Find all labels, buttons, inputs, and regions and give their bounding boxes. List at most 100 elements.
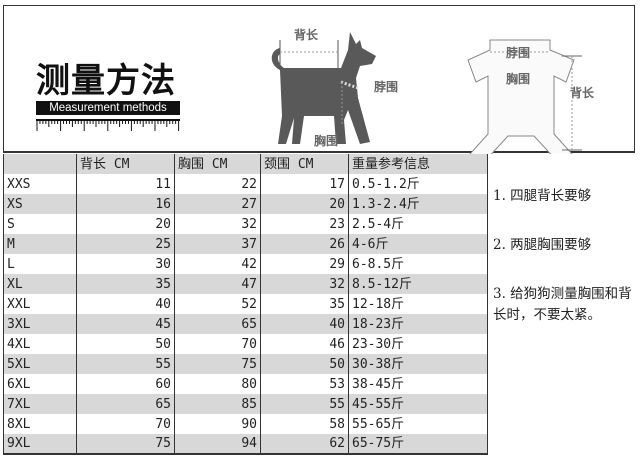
table-cell: 80 — [174, 374, 261, 394]
table-cell: 30-38斤 — [348, 354, 488, 374]
table-row: 9XL 75 94 62 65-75斤 — [3, 434, 488, 455]
table-cell: 45 — [76, 314, 175, 334]
table-cell: 55-65斤 — [348, 414, 488, 434]
column-header: 重量参考信息 — [348, 154, 488, 174]
table-cell: 4-6斤 — [348, 234, 488, 254]
table-cell: 65-75斤 — [348, 434, 488, 455]
table-cell: 45-55斤 — [348, 394, 488, 414]
size-cell: M — [3, 234, 77, 254]
table-cell: 47 — [174, 274, 261, 294]
size-cell: 5XL — [3, 354, 77, 374]
size-cell: 3XL — [3, 314, 77, 334]
dog-label-back: 背长 — [294, 28, 319, 42]
table-row: 4XL 50 70 46 23-30斤 — [3, 334, 488, 354]
table-cell: 25 — [76, 234, 175, 254]
table-cell: 16 — [76, 194, 175, 214]
table-cell: 23 — [260, 214, 349, 234]
table-cell: 20 — [76, 214, 175, 234]
table-row: L 30 42 29 6-8.5斤 — [3, 254, 488, 274]
table-row: 7XL 65 85 55 45-55斤 — [3, 394, 488, 414]
notes: 1. 四腿背长要够 2. 两腿胸围要够 3. 给狗狗测量胸围和背长时，不要太紧。 — [493, 186, 633, 354]
table-cell: 23-30斤 — [348, 334, 488, 354]
table-cell: 65 — [174, 314, 261, 334]
table-row: S 20 32 23 2.5-4斤 — [3, 214, 488, 234]
table-cell: 42 — [174, 254, 261, 274]
column-header — [3, 154, 77, 174]
table-row: 8XL 70 90 58 55-65斤 — [3, 414, 488, 434]
table-cell: 65 — [76, 394, 175, 414]
table-cell: 8.5-12斤 — [348, 274, 488, 294]
table-cell: 35 — [76, 274, 175, 294]
table-row: XL 35 47 32 8.5-12斤 — [3, 274, 488, 294]
table-cell: 26 — [260, 234, 349, 254]
logo: 测量方法 Measurement methods — [36, 61, 184, 136]
table-cell: 38-45斤 — [348, 374, 488, 394]
size-cell: 8XL — [3, 414, 77, 434]
table-cell: 37 — [174, 234, 261, 254]
size-cell: L — [3, 254, 77, 274]
table-cell: 60 — [76, 374, 175, 394]
logo-subtitle: Measurement methods — [36, 101, 180, 115]
table-row: XXL 40 52 35 12-18斤 — [3, 294, 488, 314]
table-header-row: 背长 CM 胸围 CM 颈围 CM 重量参考信息 — [3, 154, 488, 174]
size-cell: 6XL — [3, 374, 77, 394]
table-cell: 75 — [174, 354, 261, 374]
clothes-label-chest: 胸围 — [506, 72, 531, 86]
table-cell: 52 — [174, 294, 261, 314]
table-row: 3XL 45 65 40 18-23斤 — [3, 314, 488, 334]
table-cell: 85 — [174, 394, 261, 414]
table-cell: 6-8.5斤 — [348, 254, 488, 274]
table-cell: 17 — [260, 174, 349, 194]
table-cell: 0.5-1.2斤 — [348, 174, 488, 194]
size-cell: XXL — [3, 294, 77, 314]
column-header: 背长 CM — [76, 154, 175, 174]
table-row: 6XL 60 80 53 38-45斤 — [3, 374, 488, 394]
table-cell: 11 — [76, 174, 175, 194]
size-cell: XXS — [3, 174, 77, 194]
table-cell: 55 — [76, 354, 175, 374]
table-cell: 70 — [174, 334, 261, 354]
dog-diagram: 背长 脖围 胸围 — [266, 20, 416, 150]
clothes-label-neck: 脖围 — [506, 46, 531, 60]
measurement-banner: 测量方法 Measurement methods 背长 脖围 胸围 脖围 胸围 … — [3, 5, 635, 163]
size-cell: XS — [3, 194, 77, 214]
table-cell: 32 — [260, 274, 349, 294]
table-cell: 29 — [260, 254, 349, 274]
table-cell: 22 — [174, 174, 261, 194]
table-cell: 12-18斤 — [348, 294, 488, 314]
table-cell: 46 — [260, 334, 349, 354]
table-row: XS 16 27 20 1.3-2.4斤 — [3, 194, 488, 214]
table-row: 5XL 55 75 50 30-38斤 — [3, 354, 488, 374]
ruler-icon — [36, 119, 180, 131]
table-cell: 70 — [76, 414, 175, 434]
note-1: 1. 四腿背长要够 — [493, 188, 592, 204]
table-cell: 20 — [260, 194, 349, 214]
size-cell: S — [3, 214, 77, 234]
table-cell: 75 — [76, 434, 175, 455]
size-cell: 4XL — [3, 334, 77, 354]
table-row: M 25 37 26 4-6斤 — [3, 234, 488, 254]
note-3: 3. 给狗狗测量胸围和背长时，不要太紧。 — [493, 286, 632, 323]
size-cell: 9XL — [3, 434, 77, 455]
clothes-label-back: 背长 — [570, 86, 595, 100]
table-cell: 1.3-2.4斤 — [348, 194, 488, 214]
table-cell: 35 — [260, 294, 349, 314]
table-cell: 2.5-4斤 — [348, 214, 488, 234]
dog-icon — [271, 32, 376, 144]
table-cell: 50 — [76, 334, 175, 354]
table-cell: 40 — [260, 314, 349, 334]
table-cell: 40 — [76, 294, 175, 314]
column-header: 颈围 CM — [260, 154, 349, 174]
note-2: 2. 两腿胸围要够 — [493, 237, 592, 253]
clothes-diagram: 脖围 胸围 背长 — [462, 34, 622, 163]
table-cell: 30 — [76, 254, 175, 274]
table-row: XXS 11 22 17 0.5-1.2斤 — [3, 174, 488, 194]
table-cell: 50 — [260, 354, 349, 374]
column-header: 胸围 CM — [174, 154, 261, 174]
table-cell: 55 — [260, 394, 349, 414]
dog-label-neck: 脖围 — [374, 80, 399, 94]
clothes-icon — [467, 39, 582, 163]
size-cell: XL — [3, 274, 77, 294]
table-cell: 62 — [260, 434, 349, 455]
size-cell: 7XL — [3, 394, 77, 414]
